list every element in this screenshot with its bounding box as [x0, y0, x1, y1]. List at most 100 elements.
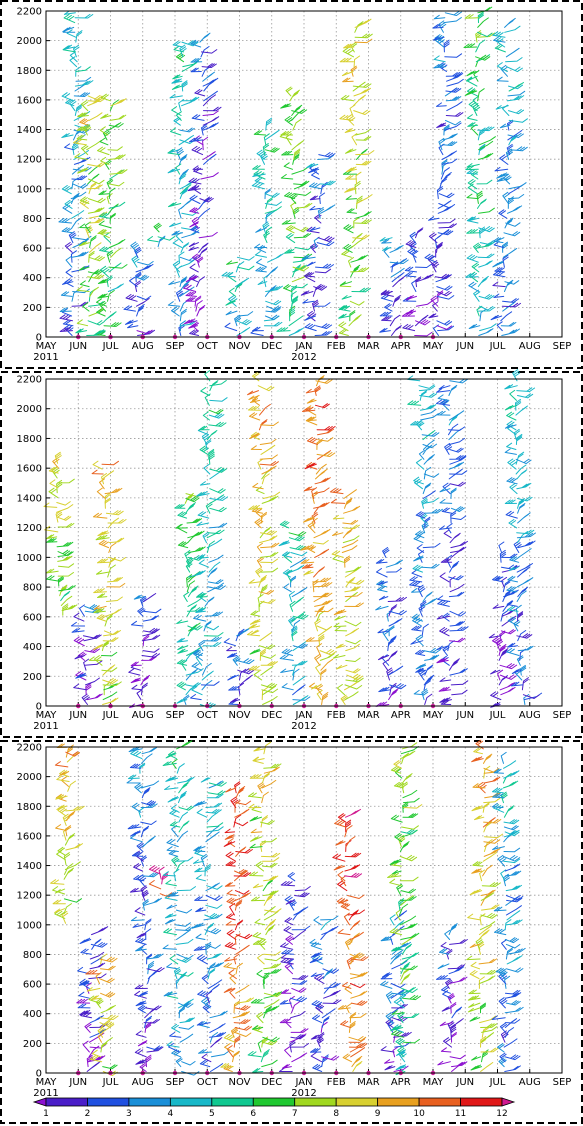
x-tick-label: JAN — [294, 710, 312, 721]
wind-barb — [71, 177, 79, 190]
wind-barb — [315, 403, 330, 409]
wind-barb — [87, 197, 106, 204]
wind-barb — [467, 913, 481, 921]
wind-barb — [496, 176, 510, 182]
y-tick-label: 1800 — [17, 66, 42, 77]
profile-column — [490, 17, 528, 336]
x-tick-label: JUL — [102, 341, 119, 352]
wind-barb — [499, 549, 507, 563]
wind-barb — [260, 444, 276, 455]
wind-barb — [344, 691, 359, 701]
wind-barb — [207, 567, 218, 578]
wind-barb — [187, 625, 203, 631]
wind-barb — [500, 1030, 509, 1043]
wind-barb — [279, 654, 294, 661]
wind-barb — [169, 809, 180, 818]
wind-barb — [348, 1021, 356, 1033]
wind-barb — [230, 697, 240, 703]
colorbar-label: 1 — [43, 1109, 49, 1119]
wind-barb — [79, 280, 90, 288]
wind-barb — [201, 670, 214, 681]
colorbar-segment — [335, 1097, 379, 1107]
wind-barb — [291, 283, 308, 289]
x-tick-label: MAR — [357, 341, 379, 352]
wind-barb — [279, 520, 290, 529]
wind-barb — [409, 580, 422, 588]
wind-barb — [355, 211, 372, 219]
wind-barb — [87, 97, 106, 103]
wind-barb — [334, 819, 347, 828]
wind-barb — [356, 148, 368, 160]
wind-barb — [135, 263, 154, 273]
wind-barb — [125, 294, 138, 302]
profile-column — [128, 593, 162, 708]
profile-column — [401, 227, 434, 337]
wind-barb — [443, 17, 462, 24]
wind-barb — [380, 980, 393, 989]
wind-barb — [350, 931, 364, 940]
wind-barb — [310, 1052, 323, 1063]
wind-barb — [314, 331, 333, 336]
wind-barb — [99, 1014, 119, 1020]
wind-barb — [235, 962, 243, 975]
wind-barb — [66, 29, 77, 38]
x-tick-label: AUG — [519, 1077, 541, 1088]
wind-barb — [313, 916, 322, 926]
wind-barb — [470, 1064, 482, 1071]
y-tick-label: 2200 — [17, 7, 42, 18]
wind-barb — [209, 466, 227, 473]
wind-barb — [64, 242, 73, 253]
wind-barb — [92, 460, 103, 470]
wind-barb — [378, 595, 389, 601]
wind-barb — [176, 929, 191, 940]
wind-barb — [85, 982, 92, 994]
wind-barb — [230, 796, 239, 808]
wind-barb — [233, 1035, 241, 1048]
wind-barb — [498, 972, 508, 984]
wind-barb — [199, 32, 211, 43]
wind-barb — [261, 468, 272, 480]
wind-barb — [447, 993, 455, 1004]
wind-barb — [391, 1030, 405, 1038]
wind-barb — [292, 695, 309, 705]
wind-barb — [195, 608, 206, 613]
wind-barb — [314, 654, 322, 666]
wind-barb — [84, 660, 103, 666]
wind-barb — [50, 879, 65, 885]
y-tick-label: 2000 — [17, 36, 42, 47]
wind-barb — [249, 774, 264, 779]
wind-barb — [190, 39, 202, 48]
wind-barb — [255, 861, 265, 872]
wind-barb — [109, 114, 127, 121]
wind-barb — [292, 206, 300, 219]
wind-barb — [165, 879, 177, 887]
wind-barb — [317, 437, 334, 442]
wind-barb — [77, 112, 89, 118]
wind-barb — [196, 276, 205, 288]
wind-barb — [185, 668, 204, 676]
wind-barb — [400, 962, 411, 975]
wind-barb — [254, 251, 267, 258]
profile-column — [126, 746, 165, 1072]
wind-barb — [480, 1047, 499, 1053]
y-tick-label: 1600 — [17, 831, 42, 842]
wind-barb — [185, 297, 196, 302]
wind-barb — [123, 305, 136, 312]
wind-barb — [261, 791, 269, 804]
wind-barb — [492, 604, 505, 609]
wind-barb — [236, 319, 252, 326]
wind-barb — [65, 256, 73, 268]
wind-barb — [250, 431, 261, 441]
wind-barb — [306, 544, 316, 553]
wind-barb — [472, 96, 479, 107]
wind-barb — [290, 557, 307, 568]
wind-barb — [54, 908, 66, 913]
wind-barb — [60, 776, 69, 787]
wind-barb — [88, 250, 95, 263]
wind-barb — [252, 1068, 264, 1073]
wind-barb — [496, 76, 509, 82]
wind-barb — [134, 984, 148, 990]
wind-barb — [86, 1054, 94, 1068]
wind-barb — [418, 385, 436, 392]
wind-barb — [437, 394, 450, 401]
